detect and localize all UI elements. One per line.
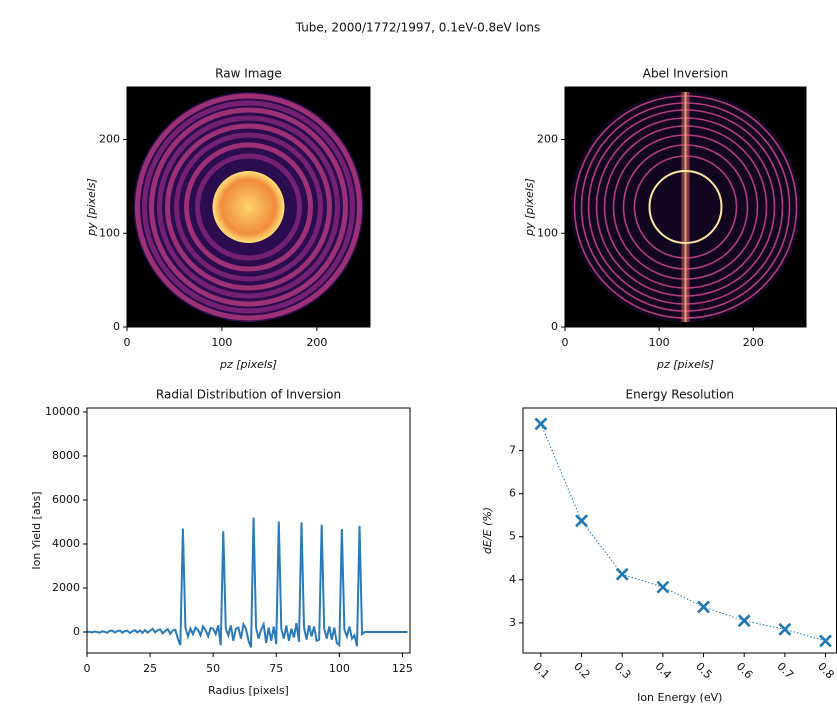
x-tick-label: 200 — [306, 336, 327, 349]
y-tick-label: 100 — [537, 226, 558, 239]
x-tick-label: 200 — [743, 336, 764, 349]
marker — [778, 622, 792, 636]
y-tick-label: 100 — [99, 226, 120, 239]
x-tick-label: 75 — [269, 662, 283, 675]
image-ring — [195, 153, 302, 261]
marker — [534, 417, 548, 431]
figure-title: Tube, 2000/1772/1997, 0.1eV-0.8eV Ions — [295, 21, 541, 35]
x-tick-label: 100 — [329, 662, 350, 675]
axes-title: Raw Image — [215, 67, 282, 81]
marker — [819, 634, 832, 648]
image-stripe — [684, 92, 687, 322]
axes-title: Abel Inversion — [643, 67, 728, 81]
y-tick-label: 200 — [99, 133, 120, 146]
x-tick-label: 125 — [392, 662, 413, 675]
connector-line — [540, 423, 826, 642]
axes-title: Radial Distribution of Inversion — [156, 388, 341, 402]
axes-title: Energy Resolution — [625, 388, 734, 402]
y-axis-label: Ion Yield [abs] — [30, 491, 43, 569]
axes-frame — [564, 86, 807, 328]
y-tick-label: 3 — [509, 616, 516, 629]
marker — [656, 580, 670, 594]
y-tick-label: 0 — [551, 320, 558, 333]
y-axis-label: py [pixels] — [85, 178, 98, 237]
y-tick-label: 5 — [509, 530, 516, 543]
marker — [575, 514, 588, 528]
axes-frame — [126, 86, 371, 328]
x-tick-label: 50 — [206, 662, 220, 675]
y-tick-label: 2000 — [52, 581, 80, 594]
x-axis-label: Ion Energy (eV) — [637, 691, 722, 704]
y-tick-label: 200 — [537, 133, 558, 146]
y-tick-label: 4 — [509, 573, 516, 586]
image-ring — [135, 93, 362, 321]
y-axis-label: dE/E (%) — [481, 507, 494, 554]
axes-frame — [86, 407, 411, 654]
image-ring — [648, 170, 723, 244]
y-tick-label: 6000 — [52, 493, 80, 506]
x-tick-label: 25 — [143, 662, 157, 675]
x-axis-label: pz [pixels] — [219, 358, 277, 371]
image-ring — [149, 107, 348, 307]
y-tick-label: 8000 — [52, 449, 80, 462]
marker — [737, 614, 751, 628]
marker — [615, 567, 629, 581]
marker — [697, 600, 710, 614]
x-axis-label: Radius [pixels] — [208, 684, 289, 697]
image-ring — [184, 142, 313, 272]
y-tick-label: 10000 — [45, 405, 80, 418]
x-tick-label: 100 — [211, 336, 232, 349]
y-tick-label: 0 — [113, 320, 120, 333]
image-core — [212, 171, 285, 243]
image-ring — [157, 115, 340, 299]
x-tick-label: 0 — [84, 662, 91, 675]
x-tick-label: 100 — [649, 336, 670, 349]
x-tick-label: 0 — [562, 336, 569, 349]
x-axis-label: pz [pixels] — [656, 358, 714, 371]
y-tick-label: 0 — [73, 625, 80, 638]
data-line — [86, 517, 408, 648]
y-axis-label: py [pixels] — [523, 178, 536, 237]
y-tick-label: 7 — [509, 444, 516, 457]
image-ring — [174, 132, 323, 282]
x-tick-label: 0 — [124, 336, 131, 349]
y-tick-label: 6 — [509, 487, 516, 500]
image-ring — [142, 100, 355, 314]
y-tick-label: 4000 — [52, 537, 80, 550]
image-ring — [165, 123, 332, 291]
